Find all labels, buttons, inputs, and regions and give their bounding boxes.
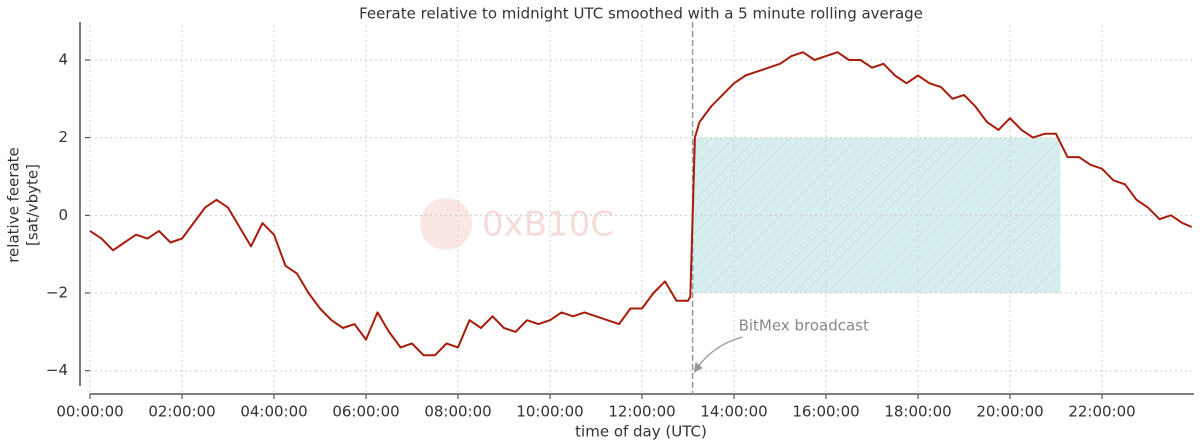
watermark-logo (420, 198, 472, 250)
x-tick-label: 06:00:00 (332, 403, 399, 421)
annotation-arrow (695, 336, 743, 371)
x-axis-label: time of day (UTC) (575, 423, 707, 441)
x-tick-label: 10:00:00 (516, 403, 583, 421)
x-tick-label: 08:00:00 (424, 403, 491, 421)
annotation-arrowhead (693, 362, 703, 373)
y-tick-label: 2 (58, 128, 68, 146)
x-tick-label: 18:00:00 (884, 403, 951, 421)
y-tick-label: −4 (46, 361, 68, 379)
x-tick-label: 14:00:00 (700, 403, 767, 421)
feerate-line (89, 51, 1193, 357)
chart-title: Feerate relative to midnight UTC smoothe… (359, 5, 923, 23)
y-tick-label: −2 (46, 284, 68, 302)
y-axis-label: relative feerate (5, 147, 23, 263)
y-axis-label: [sat/vbyte] (24, 164, 42, 246)
x-tick-label: 20:00:00 (976, 403, 1043, 421)
x-tick-label: 00:00:00 (56, 403, 123, 421)
y-tick-label: 4 (58, 50, 68, 68)
x-tick-label: 12:00:00 (608, 403, 675, 421)
x-tick-label: 02:00:00 (148, 403, 215, 421)
y-tick-label: 0 (58, 206, 68, 224)
x-tick-label: 16:00:00 (792, 403, 859, 421)
x-tick-label: 04:00:00 (240, 403, 307, 421)
annotation-text: BitMex broadcast (739, 317, 869, 335)
watermark: 0xB10C (482, 205, 614, 245)
x-tick-label: 22:00:00 (1068, 403, 1135, 421)
